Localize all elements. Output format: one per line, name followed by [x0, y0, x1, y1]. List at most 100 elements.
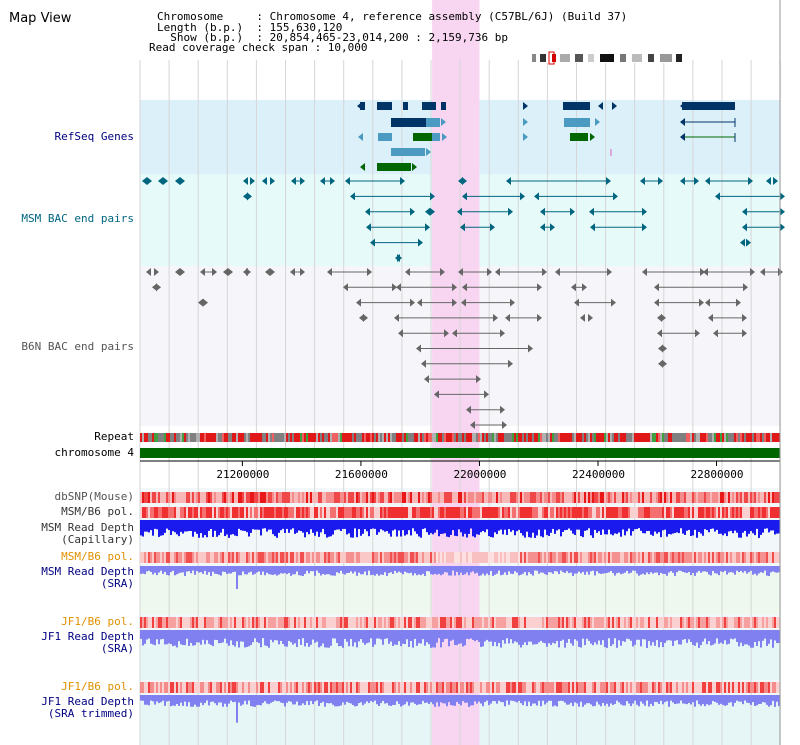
repeat-segment: [702, 433, 704, 442]
track-label-msm-b6-pol-2[interactable]: MSM/B6 pol.: [61, 550, 134, 563]
jf1-b6-pol-heat: [368, 682, 370, 693]
dbsnp-heat: [308, 492, 310, 503]
track-label-chromosome[interactable]: chromosome 4: [54, 446, 134, 459]
msm-depth-sra-bar: [520, 566, 522, 575]
track-label-msm-depth-sra[interactable]: MSM Read Depth: [41, 565, 134, 578]
track-label-jf1-depth-sra[interactable]: JF1 Read Depth: [41, 630, 134, 643]
dbsnp-heat: [586, 492, 588, 503]
repeat-segment: [710, 433, 712, 442]
repeat-segment: [472, 433, 474, 442]
jf1-depth-trimmed-bar: [722, 695, 724, 705]
jf1-depth-sra-bar: [474, 630, 476, 642]
msm-depth-sra-bar: [408, 566, 410, 574]
jf1-b6-pol-heat: [454, 682, 456, 693]
track-label-jf1-depth-trimmed[interactable]: JF1 Read Depth: [41, 695, 134, 708]
b6n-bac-end-pair: [542, 268, 547, 276]
track-label-refseq[interactable]: RefSeq Genes: [54, 130, 134, 143]
msm-depth-capillary-bar: [192, 520, 194, 537]
dbsnp-heat: [236, 492, 238, 503]
jf1-depth-trimmed-bar: [594, 695, 596, 706]
jf1-depth-trimmed-bar: [576, 695, 578, 704]
dbsnp-heat: [734, 492, 736, 503]
msm-b6-pol-heat: [466, 507, 468, 518]
jf1-b6-pol-heat: [194, 617, 196, 628]
msm-b6-pol-heat: [472, 507, 474, 518]
msm-depth-sra-bar: [404, 566, 406, 572]
track-label-b6n-bac[interactable]: B6N BAC end pairs: [21, 340, 134, 353]
jf1-b6-pol-heat: [756, 617, 758, 628]
msm-b6-pol-heat: [566, 507, 568, 518]
repeat-segment: [548, 433, 550, 442]
jf1-b6-pol-heat: [488, 682, 490, 693]
msm-depth-capillary-bar: [394, 520, 396, 530]
msm-depth-sra-bar: [248, 566, 250, 573]
track-label-msm-depth-capillary[interactable]: MSM Read Depth: [41, 521, 134, 534]
msm-depth-sra-bar: [588, 566, 590, 575]
msm-depth-capillary-bar: [620, 520, 622, 537]
msm-depth-sra-bar: [590, 566, 592, 572]
track-label-msm-b6-pol-1[interactable]: MSM/B6 pol.: [61, 505, 134, 518]
jf1-depth-trimmed-bar: [604, 695, 606, 706]
jf1-depth-trimmed-bar: [176, 695, 178, 705]
msm-b6-pol-heat: [662, 507, 664, 518]
msm-depth-sra-bar: [632, 566, 634, 571]
jf1-b6-pol-heat: [182, 617, 184, 628]
dbsnp-heat: [776, 492, 778, 503]
msm-b6-pol-heat: [434, 507, 436, 518]
dbsnp-heat: [392, 492, 394, 503]
dbsnp-heat: [686, 492, 688, 503]
dbsnp-heat: [240, 492, 242, 503]
jf1-depth-trimmed-bar: [192, 695, 194, 707]
dbsnp-heat: [210, 492, 212, 503]
repeat-segment: [190, 433, 192, 442]
msm-depth-sra-bar: [574, 566, 576, 574]
track-label-msm-bac[interactable]: MSM BAC end pairs: [21, 212, 134, 225]
repeat-segment: [602, 433, 604, 442]
jf1-b6-pol-heat: [478, 682, 480, 693]
msm-b6-pol-heat: [576, 552, 578, 563]
b6n-bac-end-pair: [198, 298, 203, 307]
msm-depth-sra-bar: [492, 566, 494, 576]
jf1-depth-trimmed-bar: [446, 695, 448, 707]
msm-b6-pol-heat: [348, 552, 350, 563]
track-label-dbsnp[interactable]: dbSNP(Mouse): [54, 490, 134, 503]
jf1-b6-pol-heat: [632, 682, 634, 693]
msm-depth-sra-bar: [522, 566, 524, 574]
msm-b6-pol-heat: [168, 552, 170, 563]
track-label-repeat[interactable]: Repeat: [94, 430, 134, 443]
msm-depth-sra-bar: [732, 566, 734, 573]
jf1-depth-trimmed-bar: [572, 695, 574, 707]
repeat-segment: [498, 433, 500, 442]
jf1-b6-pol-heat: [166, 682, 168, 693]
repeat-segment: [182, 433, 184, 442]
jf1-depth-sra-bar: [702, 630, 704, 642]
jf1-b6-pol-heat: [730, 682, 732, 693]
jf1-depth-sra-bar: [582, 630, 584, 639]
jf1-b6-pol-heat: [448, 682, 450, 693]
dbsnp-heat: [698, 492, 700, 503]
msm-depth-sra-bar: [430, 566, 432, 575]
msm-depth-sra-bar: [662, 566, 664, 574]
jf1-b6-pol-heat: [462, 682, 464, 693]
msm-depth-sra-bar: [558, 566, 560, 575]
b6n-bac-end-pair: [470, 421, 475, 429]
msm-depth-capillary-bar: [454, 520, 456, 536]
msm-b6-pol-heat: [150, 507, 152, 518]
msm-depth-capillary-bar: [682, 520, 684, 534]
msm-depth-sra-bar: [470, 566, 472, 573]
msm-b6-pol-heat: [242, 552, 244, 563]
repeat-segment: [550, 433, 552, 442]
track-label-jf1-b6-pol-1[interactable]: JF1/B6 pol.: [61, 615, 134, 628]
repeat-segment: [642, 433, 644, 442]
jf1-depth-sra-bar: [654, 630, 656, 646]
msm-depth-sra-bar: [570, 566, 572, 573]
b6n-bac-end-pair: [476, 375, 481, 384]
msm-b6-pol-heat: [360, 507, 362, 518]
msm-depth-capillary-bar: [746, 520, 748, 537]
track-label-jf1-b6-pol-2[interactable]: JF1/B6 pol.: [61, 680, 134, 693]
jf1-depth-sra-bar: [350, 630, 352, 640]
jf1-depth-trimmed-bar: [274, 695, 276, 701]
msm-b6-pol-heat: [256, 552, 258, 563]
jf1-depth-sra-bar: [574, 630, 576, 640]
